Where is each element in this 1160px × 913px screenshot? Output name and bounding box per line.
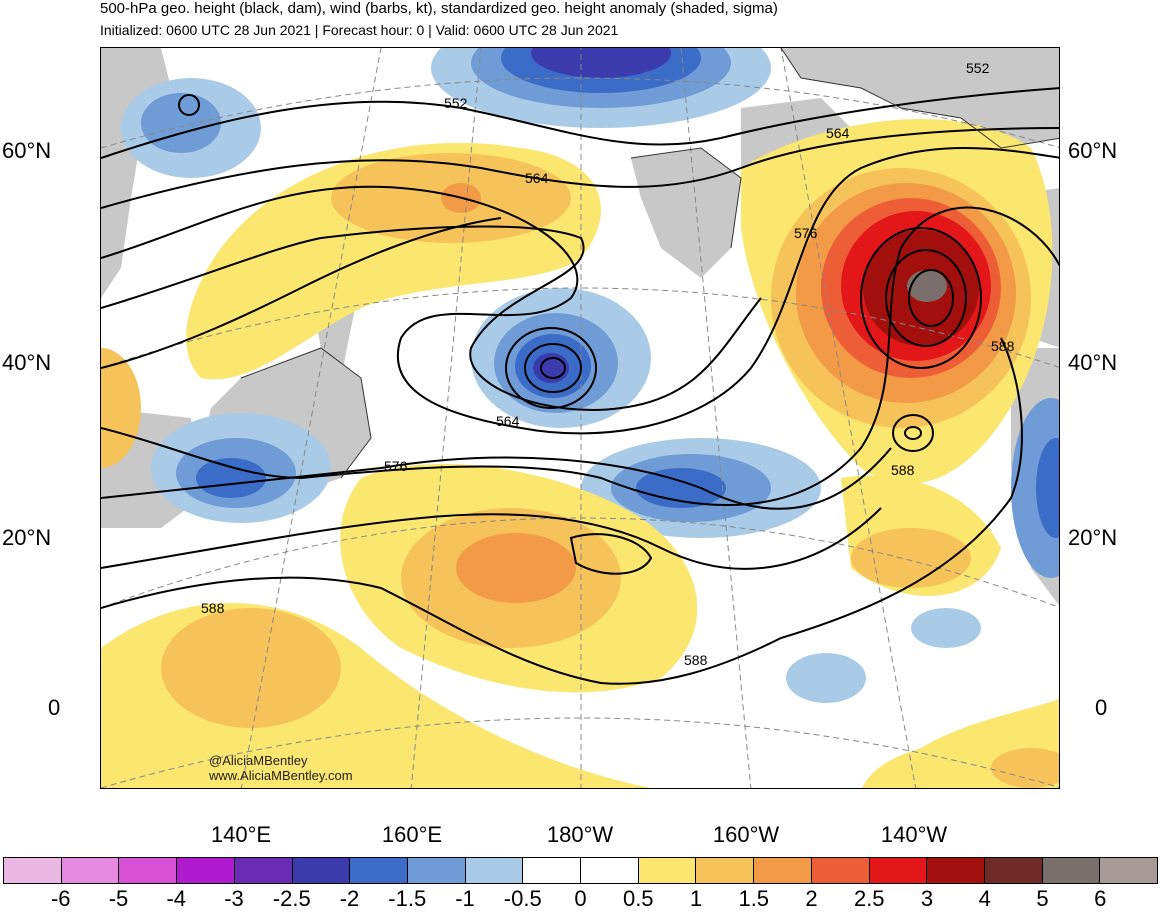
lat-label-0-right: 0 bbox=[1095, 695, 1108, 720]
colorbar-tick-label: -0.5 bbox=[503, 886, 542, 911]
contour-label: 588 bbox=[201, 600, 225, 616]
colorbar-swatch bbox=[638, 858, 697, 883]
colorbar-swatch bbox=[407, 858, 466, 883]
credit-handle: @AliciaMBentley bbox=[209, 753, 308, 768]
colorbar-swatch bbox=[177, 858, 235, 883]
lat-label-40n-right: 40°N bbox=[1068, 350, 1118, 375]
colorbar-swatch bbox=[696, 858, 755, 883]
colorbar-tick-label: 1.5 bbox=[738, 886, 770, 911]
positive-anomaly-shading bbox=[101, 119, 1059, 788]
chart-title: 500-hPa geo. height (black, dam), wind (… bbox=[100, 0, 778, 17]
graticule bbox=[101, 48, 1059, 788]
colorbar-swatch bbox=[581, 858, 639, 883]
colorbar-swatch bbox=[869, 858, 928, 883]
contour-label: 552 bbox=[966, 60, 990, 76]
contour-label: 576 bbox=[384, 458, 408, 474]
chart-subtitle: Initialized: 0600 UTC 28 Jun 2021 | Fore… bbox=[100, 22, 619, 38]
colorbar-tick-label: -4 bbox=[166, 886, 187, 911]
coastlines bbox=[240, 48, 1059, 479]
colorbar-swatch bbox=[927, 858, 985, 883]
lon-label-140w: 140°W bbox=[880, 822, 948, 847]
colorbar-tick-label: -6 bbox=[50, 886, 71, 911]
colorbar-tick-label: 0 bbox=[574, 886, 587, 911]
contour-label: 576 bbox=[794, 225, 818, 241]
lat-label-60n-left: 60°N bbox=[2, 138, 52, 163]
lat-label-60n-right: 60°N bbox=[1068, 138, 1118, 163]
colorbar-tick-label: -2.5 bbox=[272, 886, 311, 911]
colorbar-swatch bbox=[292, 858, 351, 883]
colorbar-swatch bbox=[350, 858, 408, 883]
credit-site: www.AliciaMBentley.com bbox=[209, 768, 353, 783]
colorbar-tick-label: 5 bbox=[1036, 886, 1049, 911]
colorbar-tick-label: -5 bbox=[108, 886, 129, 911]
colorbar-tick-label: 0.5 bbox=[622, 886, 654, 911]
lat-label-0-left: 0 bbox=[48, 695, 61, 720]
colorbar-tick-label: -2 bbox=[339, 886, 360, 911]
colorbar-tick-label: -1.5 bbox=[388, 886, 427, 911]
colorbar-tick-label: 2 bbox=[805, 886, 818, 911]
colorbar-swatch bbox=[1100, 858, 1158, 883]
lat-label-20n-left: 20°N bbox=[2, 525, 52, 550]
contour-label: 564 bbox=[496, 413, 520, 429]
colorbar-tick-label: 3 bbox=[920, 886, 934, 911]
contour-label: 564 bbox=[525, 170, 549, 186]
colorbar-tick-label: -3 bbox=[224, 886, 244, 911]
contour-label: 564 bbox=[826, 125, 850, 141]
colorbar-swatch bbox=[984, 858, 1043, 883]
lon-label-160w: 160°W bbox=[712, 822, 780, 847]
colorbar-tick-label: 2.5 bbox=[853, 886, 885, 911]
lat-label-20n-right: 20°N bbox=[1068, 525, 1118, 550]
contour-label: 552 bbox=[444, 95, 468, 111]
colorbar-swatch bbox=[465, 858, 524, 883]
colorbar-swatch bbox=[4, 858, 62, 883]
contour-label-group: 552 552 564 564 564 576 576 588 588 588 … bbox=[201, 60, 1015, 668]
contour-label: 588 bbox=[891, 462, 915, 478]
colorbar-swatch bbox=[754, 858, 812, 883]
colorbar-tick-label: -1 bbox=[455, 886, 475, 911]
colorbar-tick-label: 4 bbox=[978, 886, 991, 911]
colorbar-swatch bbox=[61, 858, 120, 883]
contour-label: 588 bbox=[684, 652, 708, 668]
lon-label-160e: 160°E bbox=[381, 822, 443, 847]
colorbar-swatch bbox=[1042, 858, 1101, 883]
colorbar-tick-label: 1 bbox=[689, 886, 703, 911]
lon-label-180w: 180°W bbox=[546, 822, 614, 847]
anomaly-colorbar bbox=[3, 857, 1158, 884]
map-panel: 552 552 564 564 564 576 576 588 588 588 … bbox=[100, 47, 1060, 789]
height-contours bbox=[101, 87, 1059, 685]
contour-label: 588 bbox=[991, 338, 1015, 354]
colorbar-swatch bbox=[119, 858, 178, 883]
colorbar-swatch bbox=[234, 858, 293, 883]
colorbar-swatch bbox=[811, 858, 870, 883]
lat-label-40n-left: 40°N bbox=[2, 350, 52, 375]
map-svg: 552 552 564 564 564 576 576 588 588 588 … bbox=[101, 48, 1059, 788]
lon-label-140e: 140°E bbox=[210, 822, 272, 847]
colorbar-swatch bbox=[523, 858, 582, 883]
colorbar-tick-label: 6 bbox=[1094, 886, 1107, 911]
